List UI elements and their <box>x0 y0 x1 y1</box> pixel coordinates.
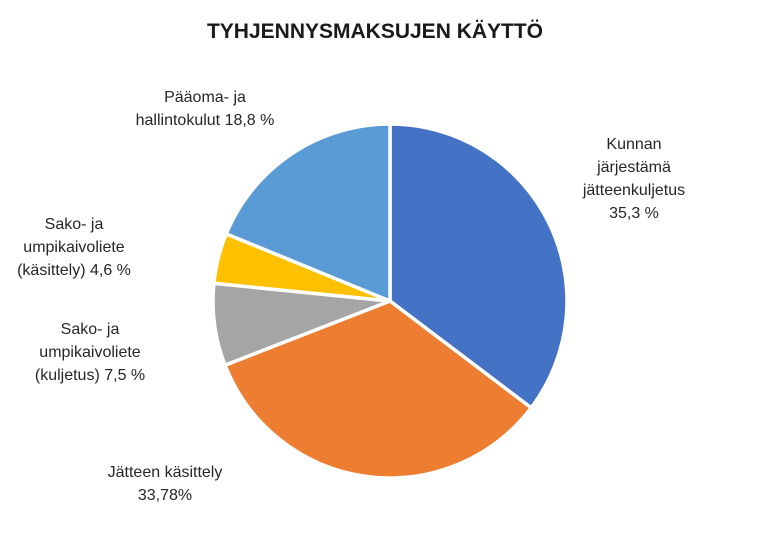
label-line: Pääoma- ja <box>164 89 246 106</box>
label-line: jätteenkuljetus <box>582 182 686 199</box>
label-sako-umpikaivoliete-kasittely: Sako- ja umpikaivoliete (käsittely) 4,6 % <box>17 213 131 282</box>
label-paaoma-hallintokulut: Pääoma- ja hallintokulut 18,8 % <box>136 86 275 132</box>
label-line: 35,3 % <box>609 205 659 222</box>
label-line: (kuljetus) 7,5 % <box>34 367 146 384</box>
label-kunnan-jarjestama-jatteenkuljetus: Kunnan järjestämä jätteenkuljetus 35,3 % <box>583 133 685 225</box>
label-line: Kunnan <box>606 136 662 153</box>
label-line: umpikaivoliete <box>39 344 141 361</box>
label-line: Sako- ja <box>60 321 120 338</box>
pie-slice-2-jatteen-kasittely <box>222 299 534 480</box>
label-line: (käsittely) 4,6 % <box>17 262 131 279</box>
chart-title: TYHJENNYSMAKSUJEN KÄYTTÖ <box>206 20 544 43</box>
label-line: Jätteen käsittely <box>107 464 223 481</box>
pie-slice-5-paaoma-hallintokulut <box>223 122 392 304</box>
label-line: järjestämä <box>597 159 671 176</box>
label-jatteen-kasittely: Jätteen käsittely 33,78% <box>108 461 223 507</box>
label-line: 33,78% <box>137 487 193 504</box>
label-line: Sako- ja <box>44 216 104 233</box>
label-line: umpikaivoliete <box>23 239 125 256</box>
pie-slice-1-kunnan-jatteenkuljetus <box>388 122 569 411</box>
label-line: hallintokulut 18,8 % <box>135 112 275 129</box>
label-sako-umpikaivoliete-kuljetus: Sako- ja umpikaivoliete (kuljetus) 7,5 % <box>35 318 145 387</box>
